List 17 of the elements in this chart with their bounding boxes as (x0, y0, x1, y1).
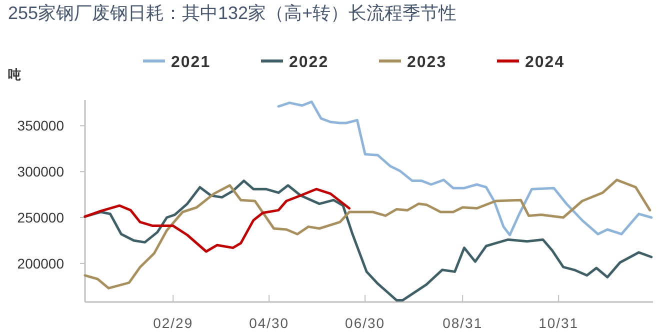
line-series (277, 100, 653, 236)
x-tick-label: 10/31 (538, 315, 579, 331)
y-tick-label: 350000 (17, 118, 64, 134)
y-tick-label: 200000 (17, 255, 64, 272)
line-series (84, 188, 351, 253)
x-tick-label: 04/30 (249, 315, 290, 331)
x-tick-label: 08/31 (442, 315, 483, 331)
legend-label: 2024 (525, 54, 565, 71)
chart-title: 255家钢厂废钢日耗：其中132家（高+转）长流程季节性 (8, 3, 457, 23)
legend-label: 2021 (171, 54, 211, 71)
legend-label: 2023 (407, 54, 447, 71)
y-tick-label: 250000 (17, 210, 64, 226)
y-axis-title: 吨 (8, 67, 21, 82)
legend-label: 2022 (289, 54, 329, 71)
y-tick-label: 300000 (17, 164, 64, 180)
x-tick-label: 06/30 (345, 315, 386, 331)
x-tick-label: 02/29 (153, 315, 194, 331)
